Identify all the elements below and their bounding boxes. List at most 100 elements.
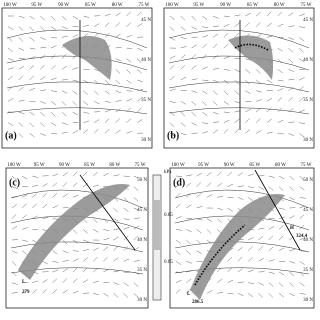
wind-barb bbox=[217, 218, 222, 223]
wind-barb bbox=[22, 227, 28, 230]
wind-barb bbox=[278, 293, 284, 298]
wind-barb bbox=[93, 280, 100, 283]
wind-barb bbox=[299, 186, 305, 191]
wind-barb bbox=[278, 247, 285, 251]
longitude-label: 95 W bbox=[31, 3, 42, 8]
wind-barb bbox=[72, 15, 78, 20]
wind-barb bbox=[51, 90, 58, 92]
wind-barb bbox=[289, 175, 295, 181]
wind-barb bbox=[202, 111, 208, 116]
longitude-label: 90 W bbox=[220, 3, 231, 8]
wind-barb bbox=[169, 88, 176, 91]
wind-barb bbox=[21, 203, 27, 209]
wind-barb bbox=[212, 129, 219, 134]
wind-barb bbox=[113, 246, 118, 251]
wind-barb bbox=[29, 15, 35, 20]
wind-barb bbox=[266, 131, 273, 134]
wind-barb bbox=[289, 249, 296, 251]
wind-barb bbox=[202, 101, 207, 106]
wind-barb bbox=[217, 182, 223, 187]
wind-barb bbox=[103, 238, 110, 241]
wind-barb bbox=[248, 197, 254, 202]
wind-barb bbox=[223, 119, 230, 123]
wind-barb bbox=[7, 47, 13, 52]
wind-barb bbox=[93, 293, 100, 296]
wind-barb bbox=[7, 75, 13, 81]
wind-barb bbox=[169, 15, 175, 20]
wind-barb bbox=[277, 47, 283, 52]
wind-barb bbox=[288, 121, 295, 123]
wind-barb bbox=[52, 173, 59, 177]
wind-barb bbox=[299, 109, 305, 113]
wind-barb bbox=[180, 15, 186, 21]
wind-barb bbox=[227, 171, 233, 177]
wind-barb bbox=[22, 290, 28, 294]
wind-barb bbox=[245, 108, 251, 113]
wind-barb bbox=[248, 186, 255, 188]
wind-barb bbox=[50, 65, 56, 70]
wind-barb bbox=[191, 122, 197, 126]
longitude-label: 85 W bbox=[84, 163, 95, 168]
wind-barb bbox=[245, 118, 250, 123]
wind-barb bbox=[52, 193, 58, 198]
wind-barb bbox=[29, 65, 35, 70]
pressure-annotation: 279 bbox=[22, 290, 30, 295]
wind-barb bbox=[288, 133, 295, 136]
wind-barb bbox=[278, 235, 284, 241]
wind-barb bbox=[268, 293, 274, 298]
wind-barb bbox=[62, 289, 68, 294]
wind-barb bbox=[82, 267, 88, 273]
latitude-label: 30 N bbox=[303, 298, 313, 303]
latitude-label: 45 N bbox=[303, 18, 313, 23]
wind-barb bbox=[52, 182, 58, 187]
wind-barb bbox=[237, 185, 244, 187]
wind-barb bbox=[191, 44, 197, 49]
panel-label: (c) bbox=[9, 177, 20, 188]
wind-barb bbox=[82, 279, 89, 283]
wind-barb bbox=[115, 118, 121, 123]
wind-barb bbox=[234, 110, 241, 113]
contour bbox=[6, 29, 148, 49]
colorbar-label: 0.85 bbox=[164, 213, 173, 218]
wind-barb bbox=[289, 215, 295, 219]
wind-barb bbox=[202, 43, 207, 49]
wind-barb bbox=[175, 289, 181, 294]
longitude-label: 100 W bbox=[7, 163, 21, 168]
wind-barb bbox=[50, 122, 57, 127]
wind-barb bbox=[137, 97, 143, 102]
wind-barb bbox=[299, 261, 305, 265]
wind-barb bbox=[104, 129, 110, 134]
wind-barb bbox=[258, 246, 263, 251]
wind-barb bbox=[212, 33, 219, 38]
wind-barb bbox=[175, 261, 182, 265]
wind-barb bbox=[115, 90, 122, 94]
wind-barb bbox=[237, 268, 243, 273]
wind-barb bbox=[83, 129, 89, 134]
wind-barb bbox=[113, 236, 119, 241]
wind-barb bbox=[196, 182, 202, 187]
wind-barb bbox=[258, 186, 264, 190]
wind-barb bbox=[7, 58, 14, 61]
wind-barb bbox=[266, 11, 272, 17]
wind-barb bbox=[234, 128, 239, 134]
wind-barb bbox=[288, 58, 293, 63]
wind-barb bbox=[237, 197, 244, 200]
wind-barb bbox=[137, 23, 143, 27]
wind-barb bbox=[113, 257, 119, 262]
wind-barb bbox=[288, 37, 295, 40]
wind-barb bbox=[72, 171, 78, 177]
wind-barb bbox=[103, 172, 109, 177]
wind-barb bbox=[126, 118, 132, 123]
wind-barb bbox=[258, 293, 263, 298]
wind-barb bbox=[212, 90, 218, 95]
wind-barb bbox=[245, 90, 251, 94]
wind-barb bbox=[175, 239, 181, 244]
wind-barb bbox=[234, 90, 240, 95]
wind-barb bbox=[29, 75, 35, 81]
wind-barb bbox=[180, 122, 186, 127]
wind-barb bbox=[288, 47, 294, 53]
wind-barb bbox=[268, 271, 275, 274]
wind-barb bbox=[61, 54, 67, 59]
longitude-label: 95 W bbox=[34, 163, 45, 168]
